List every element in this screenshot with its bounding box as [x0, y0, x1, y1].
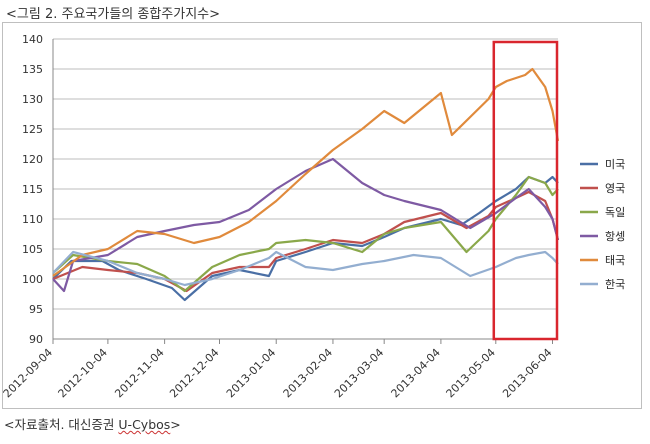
y-tick-label: 125	[22, 123, 43, 136]
y-tick-label: 130	[22, 93, 43, 106]
x-tick-label: 2012-09-04	[1, 346, 55, 400]
chart-frame	[2, 22, 642, 409]
series-line-항셍	[52, 157, 560, 293]
x-tick-label: 2013-01-04	[224, 346, 278, 400]
series-line-미국	[52, 175, 559, 302]
y-tick-label: 105	[22, 243, 43, 256]
x-tick-label: 2013-05-04	[444, 346, 498, 400]
x-tick-label: 2013-02-04	[281, 346, 335, 400]
y-tick-label: 95	[29, 303, 43, 316]
x-tick-label: 2013-03-04	[332, 346, 386, 400]
y-tick-label: 135	[22, 63, 43, 76]
y-tick-label: 120	[22, 153, 43, 166]
legend-label: 영국	[605, 182, 625, 195]
series-line-독일	[52, 175, 559, 293]
y-tick-label: 110	[22, 213, 43, 226]
y-tick-label: 140	[22, 33, 43, 46]
legend-label: 한국	[605, 278, 625, 291]
source-prefix: <자료출처. 대신증권	[4, 417, 119, 432]
x-tick-label: 2012-11-04	[112, 346, 166, 400]
series-line-태국	[52, 67, 560, 277]
highlight-box	[492, 40, 559, 341]
y-tick-label: 115	[22, 183, 43, 196]
x-tick-label: 2012-10-04	[56, 346, 110, 400]
source-note: <자료출처. 대신증권 U-Cybos>	[4, 414, 181, 433]
legend-label: 태국	[605, 254, 625, 267]
legend-label: 독일	[605, 205, 625, 219]
x-tick-label: 2013-04-04	[389, 346, 443, 400]
y-tick-label: 90	[29, 333, 43, 346]
source-name: U-Cybos	[118, 417, 171, 432]
figure-title: <그림 2. 주요국가들의 종합주가지수>	[6, 7, 221, 22]
series-line-한국	[52, 250, 559, 287]
legend-label: 항셍	[605, 230, 625, 243]
legend-label: 미국	[605, 158, 625, 171]
x-tick-label: 2012-12-04	[167, 346, 221, 400]
y-tick-label: 100	[22, 273, 43, 286]
x-tick-label: 2013-06-04	[500, 346, 554, 400]
source-suffix: >	[170, 417, 181, 432]
